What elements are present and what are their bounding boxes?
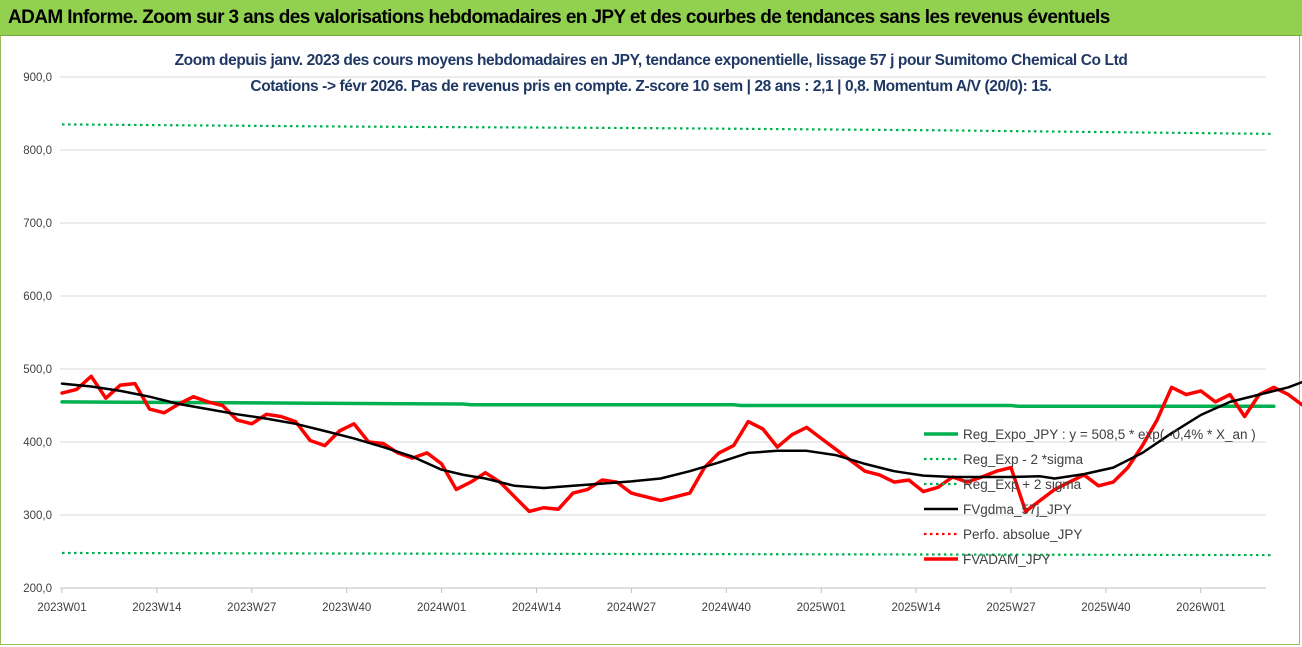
series-lines — [60, 123, 1302, 557]
legend-label: Reg_Exp - 2 *sigma — [963, 452, 1084, 467]
x-tick-label: 2025W40 — [1081, 602, 1130, 614]
legend-label: Reg_Exp + 2 sigma — [963, 477, 1082, 492]
legend-label: Perfo. absolue_JPY — [963, 527, 1082, 542]
chart-title: Zoom depuis janv. 2023 des cours moyens … — [174, 52, 1128, 69]
y-tick-label: 900,0 — [23, 72, 52, 84]
y-tick-label: 800,0 — [23, 145, 52, 157]
x-tick-label: 2024W27 — [607, 602, 656, 614]
x-tick-label: 2023W27 — [227, 602, 276, 614]
x-axis-ticks: 2023W01 2023W14 2023W27 2023W40 2024W01 2024W… — [37, 588, 1225, 614]
series-line-2 — [61, 123, 1274, 135]
y-tick-label: 400,0 — [23, 437, 52, 449]
y-tick-label: 500,0 — [23, 364, 52, 376]
series-line-5 — [60, 374, 1302, 514]
legend-label: FVgdma_57j_JPY — [963, 502, 1072, 517]
y-tick-label: 600,0 — [23, 291, 52, 303]
y-tick-label: 200,0 — [23, 583, 52, 595]
series-line-0 — [60, 400, 1276, 408]
legend-label: FVADAM_JPY — [963, 552, 1051, 567]
page-title: ADAM Informe. Zoom sur 3 ans des valoris… — [8, 7, 1110, 28]
x-tick-label: 2023W40 — [322, 602, 371, 614]
x-tick-label: 2024W40 — [702, 602, 751, 614]
x-tick-label: 2025W27 — [986, 602, 1035, 614]
chart-subtitle: Cotations -> févr 2026. Pas de revenus p… — [250, 78, 1052, 95]
y-axis-ticks: 200,0 300,0 400,0 500,0 600,0 700,0 800,0 900,0 — [23, 72, 52, 595]
legend: Reg_Expo_JPY : y = 508,5 * exp( -0,4% * … — [924, 427, 1256, 567]
gridlines — [60, 76, 1266, 589]
legend-label: Reg_Expo_JPY : y = 508,5 * exp( -0,4% * … — [963, 427, 1256, 442]
header-banner: ADAM Informe. Zoom sur 3 ans des valoris… — [0, 0, 1302, 36]
x-tick-label: 2025W01 — [797, 602, 846, 614]
y-tick-label: 300,0 — [23, 510, 52, 522]
x-tick-label: 2024W01 — [417, 602, 466, 614]
x-tick-label: 2023W14 — [132, 602, 182, 614]
x-tick-label: 2025W14 — [891, 602, 941, 614]
series-line-1 — [61, 551, 1274, 557]
x-tick-label: 2024W14 — [512, 602, 562, 614]
x-tick-label: 2023W01 — [37, 602, 86, 614]
x-tick-label: 2026W01 — [1176, 602, 1225, 614]
y-tick-label: 700,0 — [23, 218, 52, 230]
series-line-3 — [60, 380, 1302, 490]
